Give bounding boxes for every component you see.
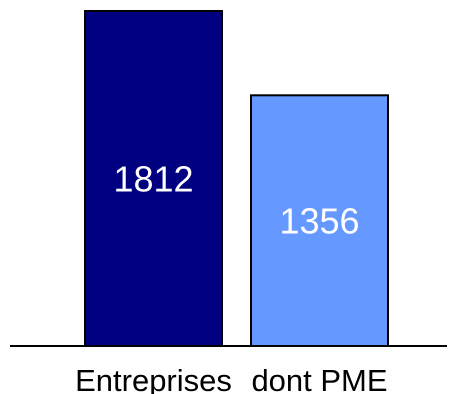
category-label-1: dont PME xyxy=(251,363,387,394)
bars-group xyxy=(84,10,389,347)
value-labels-group: 1812 1356 xyxy=(113,159,359,242)
bar-value-label-1: 1356 xyxy=(279,201,359,242)
bar-1 xyxy=(250,94,389,347)
category-label-0: Entreprises xyxy=(75,363,232,394)
category-labels-group: Entreprises dont PME xyxy=(75,363,387,394)
bar-value-label-0: 1812 xyxy=(113,159,193,200)
bar-0 xyxy=(84,10,223,347)
